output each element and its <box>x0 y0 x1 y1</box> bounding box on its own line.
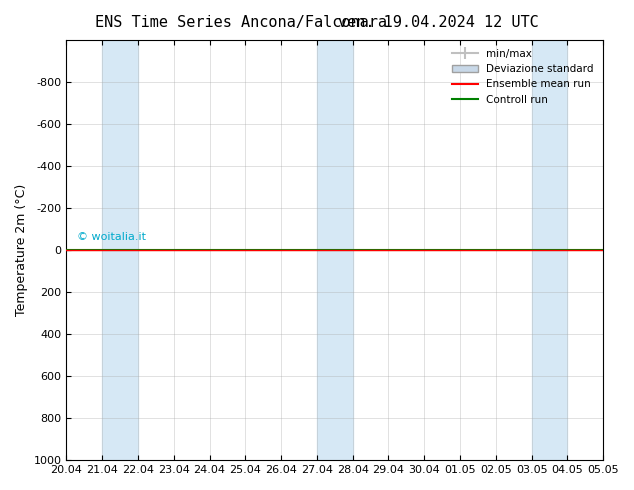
Text: ven. 19.04.2024 12 UTC: ven. 19.04.2024 12 UTC <box>338 15 539 30</box>
Bar <box>317 40 353 460</box>
Legend: min/max, Deviazione standard, Ensemble mean run, Controll run: min/max, Deviazione standard, Ensemble m… <box>448 45 598 109</box>
Y-axis label: Temperature 2m (°C): Temperature 2m (°C) <box>15 184 28 316</box>
Text: ENS Time Series Ancona/Falconara: ENS Time Series Ancona/Falconara <box>95 15 387 30</box>
Bar <box>102 40 138 460</box>
Text: © woitalia.it: © woitalia.it <box>77 232 146 242</box>
Bar <box>532 40 567 460</box>
